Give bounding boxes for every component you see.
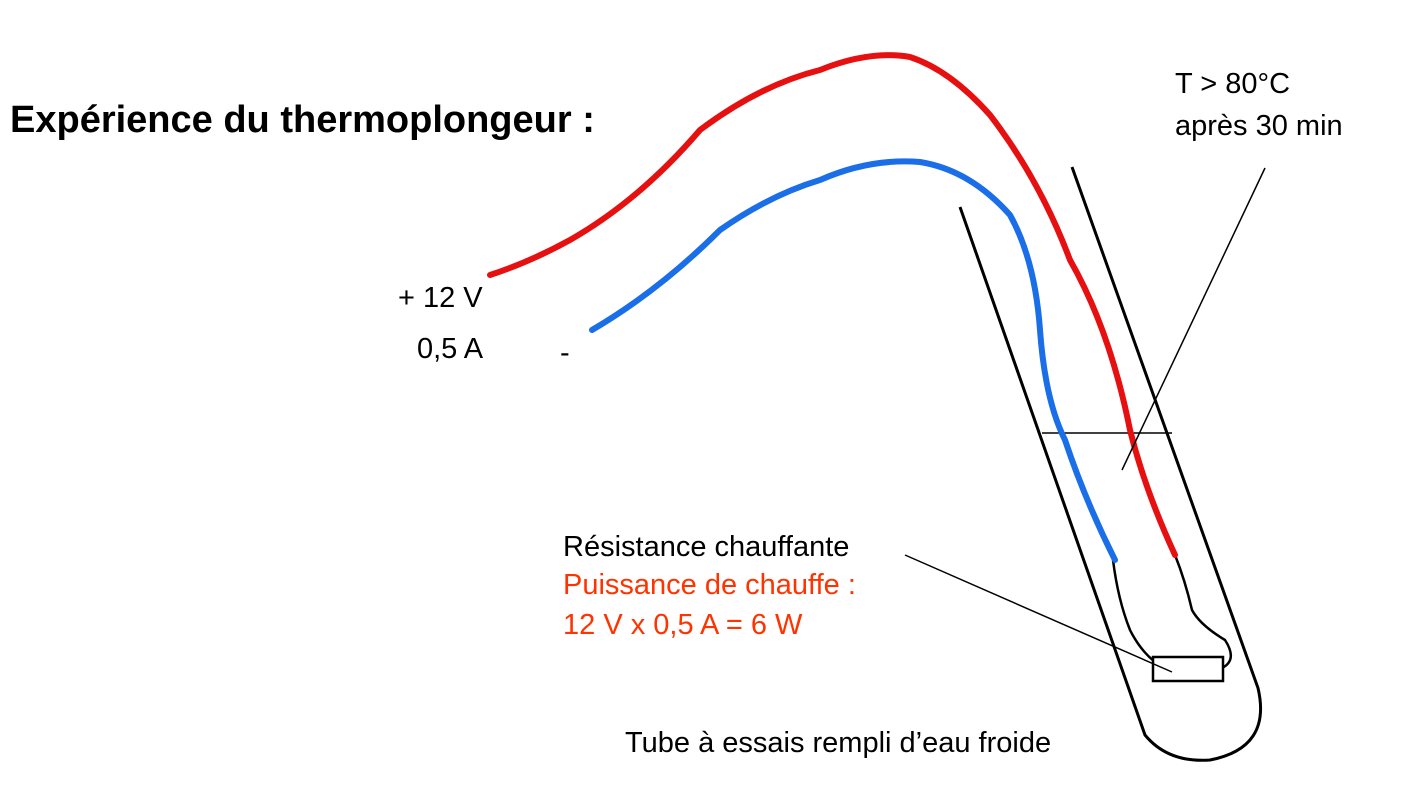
inner-wire: [1173, 554, 1232, 670]
tube-label: Tube à essais rempli d’eau froide: [625, 727, 1051, 759]
resistor: [1151, 655, 1225, 683]
leader-line: [904, 554, 1173, 673]
red-wire: [487, 52, 1178, 558]
power-label: Puissance de chauffe :: [563, 569, 856, 601]
temperature-time: après 30 min: [1175, 110, 1343, 142]
supply-minus: -: [560, 337, 570, 369]
supply-current: 0,5 A: [417, 333, 484, 365]
blue-wire: [589, 158, 1118, 563]
inner-wire: [1111, 559, 1156, 663]
resistor-label: Résistance chauffante: [563, 531, 849, 563]
title: Expérience du thermoplongeur :: [10, 99, 595, 141]
supply-voltage: + 12 V: [398, 282, 483, 314]
test-tube: [958, 166, 1263, 762]
power-formula: 12 V x 0,5 A = 6 W: [563, 609, 803, 641]
leader-line: [1121, 167, 1266, 471]
temperature-label: T > 80°C: [1175, 68, 1290, 100]
